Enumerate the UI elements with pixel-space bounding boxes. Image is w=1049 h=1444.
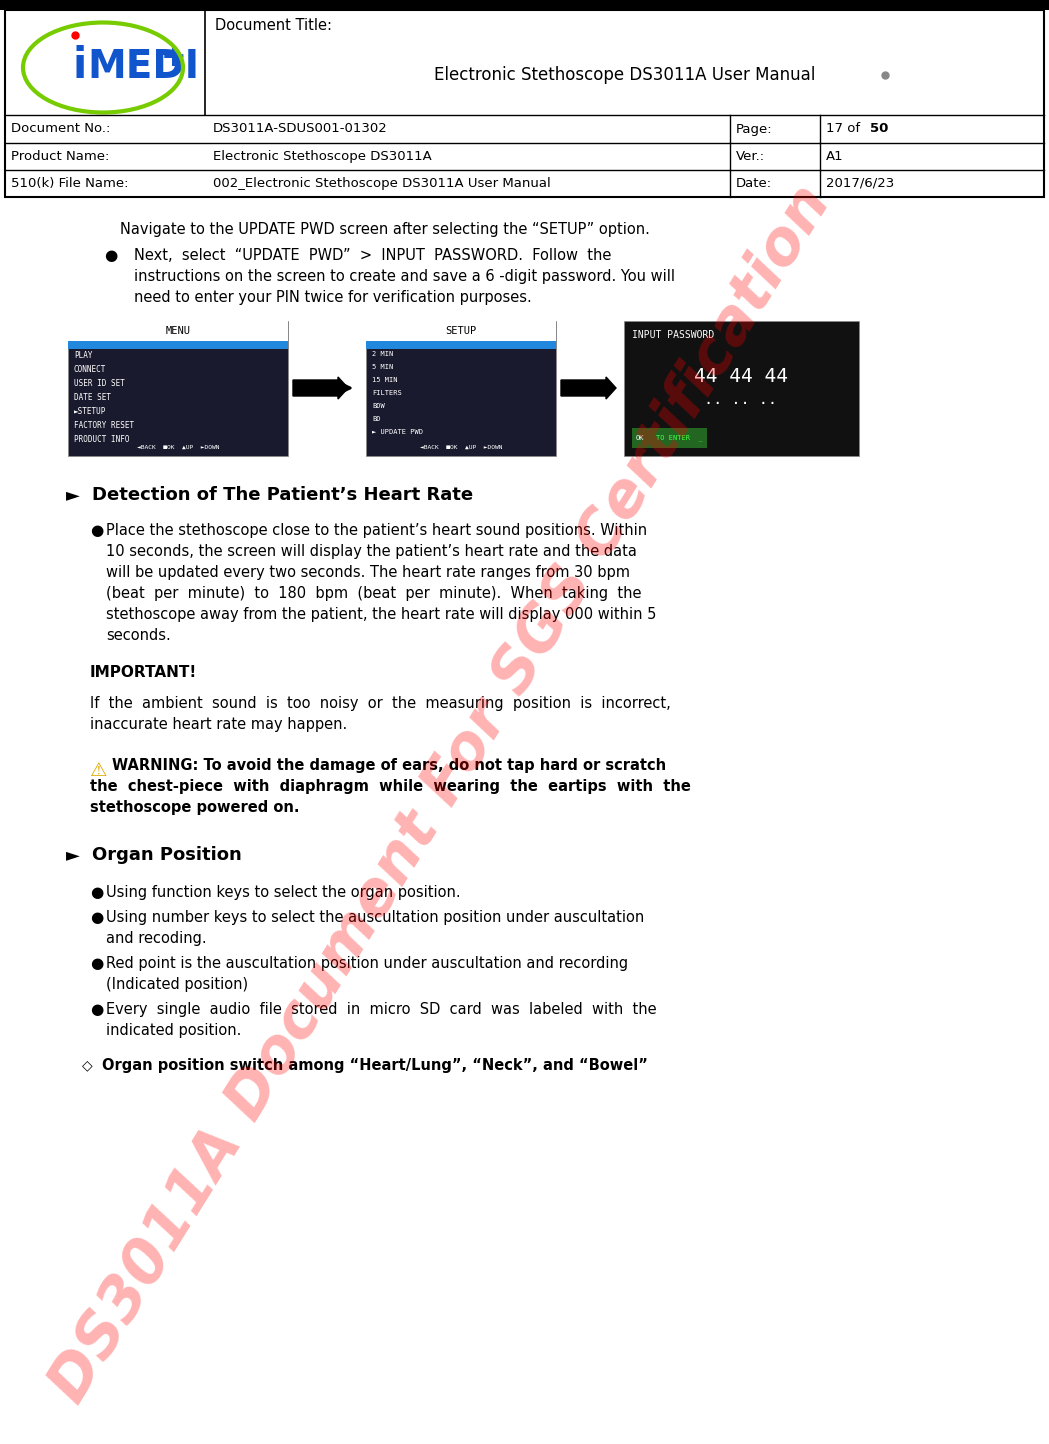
Text: ►: ► (66, 846, 80, 864)
Text: seconds.: seconds. (106, 628, 171, 643)
Text: ●: ● (90, 910, 103, 926)
Text: Document No.:: Document No.: (10, 123, 110, 136)
Text: DS3011A-SDUS001-01302: DS3011A-SDUS001-01302 (213, 123, 388, 136)
Text: BD: BD (372, 416, 381, 422)
Text: SETUP: SETUP (446, 326, 476, 336)
Text: (beat  per  minute)  to  180  bpm  (beat  per  minute).  When  taking  the: (beat per minute) to 180 bpm (beat per m… (106, 586, 642, 601)
Text: Navigate to the UPDATE PWD screen after selecting the “SETUP” option.: Navigate to the UPDATE PWD screen after … (120, 222, 650, 237)
Text: ► UPDATE PWD: ► UPDATE PWD (372, 429, 423, 435)
Text: .. .. ..: .. .. .. (705, 391, 777, 407)
Text: Next,  select  “UPDATE  PWD”  >  INPUT  PASSWORD.  Follow  the: Next, select “UPDATE PWD” > INPUT PASSWO… (134, 248, 612, 263)
Text: CONNECT: CONNECT (74, 365, 106, 374)
Text: ◄BACK  ■OK  ▲UP  ►DOWN: ◄BACK ■OK ▲UP ►DOWN (136, 445, 219, 449)
Text: instructions on the screen to create and save a 6 -digit password. You will: instructions on the screen to create and… (134, 269, 675, 284)
Text: (Indicated position): (Indicated position) (106, 978, 249, 992)
Text: ⚠: ⚠ (90, 761, 107, 780)
Bar (624, 321, 859, 456)
Text: ►STETUP: ►STETUP (74, 407, 106, 416)
Bar (366, 341, 556, 349)
Text: ◇: ◇ (82, 1058, 92, 1071)
Text: PLAY: PLAY (74, 351, 92, 360)
Text: stethoscope powered on.: stethoscope powered on. (90, 800, 300, 814)
Text: INPUT PASSWORD: INPUT PASSWORD (631, 331, 714, 339)
Text: If  the  ambient  sound  is  too  noisy  or  the  measuring  position  is  incor: If the ambient sound is too noisy or the… (90, 696, 670, 710)
Text: Detection of The Patient’s Heart Rate: Detection of The Patient’s Heart Rate (92, 487, 473, 504)
Text: BDW: BDW (372, 403, 385, 409)
Text: Document Title:: Document Title: (215, 17, 331, 33)
Text: Ver.:: Ver.: (736, 150, 765, 163)
Text: +: + (160, 42, 187, 72)
FancyArrow shape (293, 377, 348, 399)
Text: Product Name:: Product Name: (10, 150, 109, 163)
Text: IMPORTANT!: IMPORTANT! (90, 666, 197, 680)
Text: DS3011A Document For SGS Certification: DS3011A Document For SGS Certification (39, 176, 842, 1412)
Text: ●: ● (90, 885, 103, 900)
Text: 50: 50 (870, 123, 889, 136)
Text: will be updated every two seconds. The heart rate ranges from 30 bpm: will be updated every two seconds. The h… (106, 565, 630, 580)
Bar (68, 321, 288, 456)
Text: ►: ► (66, 487, 80, 504)
Text: 510(k) File Name:: 510(k) File Name: (10, 178, 128, 191)
Text: indicated position.: indicated position. (106, 1022, 241, 1038)
Text: 44 44 44: 44 44 44 (694, 367, 788, 386)
FancyArrow shape (561, 377, 616, 399)
Text: 17 of: 17 of (826, 123, 864, 136)
Bar (5, 10, 1044, 196)
Text: Date:: Date: (736, 178, 772, 191)
Text: Place the stethoscope close to the patient’s heart sound positions. Within: Place the stethoscope close to the patie… (106, 523, 647, 539)
Bar (366, 321, 556, 341)
Text: ●: ● (104, 248, 117, 263)
Text: FACTORY RESET: FACTORY RESET (74, 422, 134, 430)
Text: USER ID SET: USER ID SET (74, 378, 125, 388)
Text: need to enter your PIN twice for verification purposes.: need to enter your PIN twice for verific… (134, 290, 532, 305)
Text: inaccurate heart rate may happen.: inaccurate heart rate may happen. (90, 718, 347, 732)
Text: PRODUCT INFO: PRODUCT INFO (74, 435, 129, 443)
Text: 10 seconds, the screen will display the patient’s heart rate and the data: 10 seconds, the screen will display the … (106, 544, 637, 559)
Text: i: i (72, 45, 86, 87)
Text: 2 MIN: 2 MIN (372, 351, 393, 357)
Bar (366, 321, 556, 456)
Text: Page:: Page: (736, 123, 773, 136)
Text: MENU: MENU (166, 326, 191, 336)
Text: DATE SET: DATE SET (74, 393, 111, 401)
Text: Organ position switch among “Heart/Lung”, “Neck”, and “Bowel”: Organ position switch among “Heart/Lung”… (102, 1058, 648, 1073)
Text: ●: ● (90, 523, 103, 539)
Text: Electronic Stethoscope DS3011A User Manual: Electronic Stethoscope DS3011A User Manu… (434, 66, 815, 84)
Text: A1: A1 (826, 150, 843, 163)
Text: OK: OK (636, 435, 644, 440)
Text: ◄BACK  ■OK  ▲UP  ►DOWN: ◄BACK ■OK ▲UP ►DOWN (420, 445, 502, 449)
Text: and recoding.: and recoding. (106, 931, 207, 946)
Text: 002_Electronic Stethoscope DS3011A User Manual: 002_Electronic Stethoscope DS3011A User … (213, 178, 551, 191)
Text: Red point is the auscultation position under auscultation and recording: Red point is the auscultation position u… (106, 956, 628, 970)
Text: Using function keys to select the organ position.: Using function keys to select the organ … (106, 885, 461, 900)
Text: Electronic Stethoscope DS3011A: Electronic Stethoscope DS3011A (213, 150, 432, 163)
Text: Using number keys to select the auscultation position under auscultation: Using number keys to select the ausculta… (106, 910, 644, 926)
Text: Every  single  audio  file  stored  in  micro  SD  card  was  labeled  with  the: Every single audio file stored in micro … (106, 1002, 657, 1017)
Bar (0, 0, 1049, 10)
Bar (68, 341, 288, 349)
Text: FILTERS: FILTERS (372, 390, 402, 396)
Text: ●: ● (90, 1002, 103, 1017)
Text: WARNING: To avoid the damage of ears, do not tap hard or scratch: WARNING: To avoid the damage of ears, do… (112, 758, 666, 773)
Text: Organ Position: Organ Position (92, 846, 241, 864)
Bar (68, 321, 288, 341)
Text: MEDI: MEDI (87, 48, 199, 85)
Text: the  chest-piece  with  diaphragm  while  wearing  the  eartips  with  the: the chest-piece with diaphragm while wea… (90, 778, 691, 794)
Text: 15 MIN: 15 MIN (372, 377, 398, 383)
Text: 5 MIN: 5 MIN (372, 364, 393, 370)
Text: 2017/6/23: 2017/6/23 (826, 178, 894, 191)
Text: ●: ● (90, 956, 103, 970)
Text: stethoscope away from the patient, the heart rate will display 000 within 5: stethoscope away from the patient, the h… (106, 606, 657, 622)
Text: TO ENTER  _: TO ENTER _ (656, 435, 703, 442)
Bar (631, 427, 707, 448)
